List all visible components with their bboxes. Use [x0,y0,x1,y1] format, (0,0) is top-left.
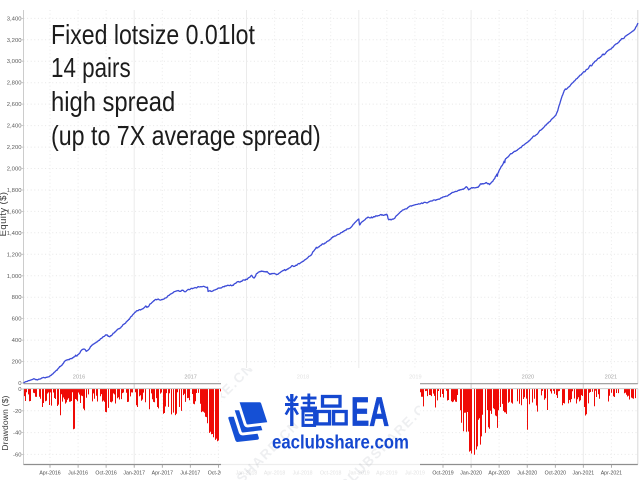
svg-text:2018: 2018 [297,375,309,381]
svg-text:1,600: 1,600 [7,209,22,215]
svg-text:Oct-2019: Oct-2019 [432,470,453,476]
svg-text:2,400: 2,400 [7,124,22,130]
svg-text:Jan-2019: Jan-2019 [348,470,370,476]
svg-text:Apr-2018: Apr-2018 [264,470,285,476]
svg-text:2020: 2020 [522,375,534,381]
svg-text:Apr-2021: Apr-2021 [601,470,622,476]
svg-text:Jan-2020: Jan-2020 [460,470,482,476]
svg-text:1,200: 1,200 [7,252,22,258]
svg-text:Jul-2020: Jul-2020 [517,470,537,476]
svg-text:eaclubshare.com: eaclubshare.com [272,431,409,452]
svg-text:2,800: 2,800 [7,81,22,87]
svg-text:-20: -20 [13,409,22,415]
svg-text:800: 800 [12,295,23,301]
svg-text:600: 600 [12,317,23,323]
svg-text:1,000: 1,000 [7,274,22,280]
svg-text:Drawdown ($): Drawdown ($) [0,395,10,450]
svg-text:2021: 2021 [605,375,617,381]
svg-text:Oct-2018: Oct-2018 [320,470,341,476]
svg-text:1,400: 1,400 [7,231,22,237]
svg-text:3,200: 3,200 [7,38,22,44]
svg-text:-60: -60 [13,452,22,458]
svg-text:3,400: 3,400 [7,16,22,22]
svg-text:2019: 2019 [409,375,421,381]
svg-text:2017: 2017 [184,375,196,381]
svg-text:3,000: 3,000 [7,59,22,65]
svg-text:200: 200 [12,360,23,366]
svg-text:Oct-2016: Oct-2016 [95,470,116,476]
svg-text:Jul-2019: Jul-2019 [405,470,425,476]
svg-text:2,600: 2,600 [7,102,22,108]
svg-text:Jul-2017: Jul-2017 [180,470,200,476]
svg-text:Apr-2017: Apr-2017 [152,470,173,476]
svg-text:Apr-2019: Apr-2019 [376,470,397,476]
svg-text:2,000: 2,000 [7,167,22,173]
svg-text:0: 0 [18,381,22,387]
svg-text:Equity ($): Equity ($) [0,192,9,237]
svg-text:Jan-2021: Jan-2021 [572,470,594,476]
svg-text:Apr-2020: Apr-2020 [488,470,509,476]
svg-text:Oct-2020: Oct-2020 [545,470,566,476]
svg-text:2,200: 2,200 [7,145,22,151]
svg-text:Apr-2016: Apr-2016 [39,470,60,476]
svg-text:Jan-2018: Jan-2018 [236,470,258,476]
svg-text:2016: 2016 [73,375,85,381]
svg-text:-40: -40 [13,431,22,437]
svg-text:Jul-2016: Jul-2016 [68,470,88,476]
svg-text:Jul-2018: Jul-2018 [293,470,313,476]
svg-text:Oct-2017: Oct-2017 [208,470,229,476]
svg-text:EA: EA [351,389,389,435]
svg-text:0: 0 [18,387,22,393]
svg-text:1,800: 1,800 [7,188,22,194]
svg-text:400: 400 [12,338,23,344]
svg-text:Jan-2017: Jan-2017 [123,470,145,476]
